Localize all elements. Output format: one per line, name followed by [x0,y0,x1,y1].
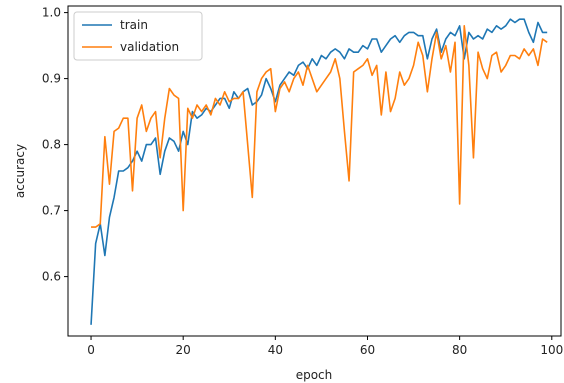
x-tick-label: 80 [452,343,467,357]
x-tick-label: 60 [360,343,375,357]
axis-ticks: 0 20 40 60 80 100 0.6 0.7 0.8 0.9 1.0 [42,6,563,357]
plot-area [90,18,548,325]
x-axis-label: epoch [296,368,333,382]
legend-label-train: train [120,18,148,32]
x-tick-label: 40 [268,343,283,357]
y-tick-label: 0.8 [42,138,61,152]
x-tick-label: 20 [176,343,191,357]
legend-label-validation: validation [120,40,179,54]
series-line-train [90,18,548,325]
y-tick-label: 0.9 [42,72,61,86]
y-tick-label: 0.7 [42,204,61,218]
series-line-validation [91,24,548,228]
y-axis-label: accuracy [13,144,27,198]
x-tick-label: 100 [540,343,563,357]
legend: train validation [73,11,203,61]
legend-box [73,11,203,61]
plot-frame [67,5,562,337]
y-tick-label: 0.6 [42,270,61,284]
y-tick-label: 1.0 [42,6,61,20]
x-tick-label: 0 [87,343,95,357]
